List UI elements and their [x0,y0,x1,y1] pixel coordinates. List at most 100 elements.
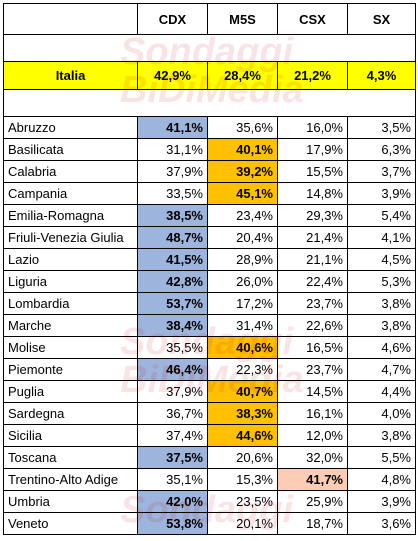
spacer-row [3,34,416,62]
table-row: Sardegna 36,7% 38,3% 16,1% 4,0% [3,402,416,425]
value-cdx: 42,0% [137,490,208,513]
region-name: Umbria [3,490,138,513]
national-row: Italia 42,9% 28,4% 21,2% 4,3% [3,61,416,90]
value-cdx: 33,5% [137,182,208,205]
value-csx: 16,5% [277,336,348,359]
value-csx: 18,7% [277,512,348,535]
value-cdx: 31,1% [137,138,208,161]
value-cdx: 41,5% [137,248,208,271]
value-m5s: 15,3% [207,468,278,491]
region-name: Abruzzo [3,116,138,139]
region-name: Calabria [3,160,138,183]
value-sx: 4,6% [347,336,416,359]
value-m5s: 20,4% [207,226,278,249]
header-sx: SX [347,3,416,35]
value-sx: 4,8% [347,468,416,491]
value-m5s: 35,6% [207,116,278,139]
value-m5s: 31,4% [207,314,278,337]
value-cdx: 38,5% [137,204,208,227]
region-name: Emilia-Romagna [3,204,138,227]
region-name: Trentino-Alto Adige [3,468,138,491]
value-sx: 5,4% [347,204,416,227]
value-csx: 22,4% [277,270,348,293]
region-name: Piemonte [3,358,138,381]
value-csx: 15,5% [277,160,348,183]
table-row: Calabria 37,9% 39,2% 15,5% 3,7% [3,160,416,183]
value-sx: 4,0% [347,402,416,425]
value-csx: 21,1% [277,248,348,271]
value-m5s: 45,1% [207,182,278,205]
value-csx: 41,7% [277,468,348,491]
header-row: CDX M5S CSX SX [3,3,416,35]
value-m5s: 39,2% [207,160,278,183]
value-csx: 16,1% [277,402,348,425]
results-table-figure: CDX M5S CSX SX Italia 42,9% 28,4% 21,2% … [0,3,418,541]
value-m5s: 17,2% [207,292,278,315]
value-csx: 23,7% [277,358,348,381]
region-name: Sicilia [3,424,138,447]
table-row: Molise 35,5% 40,6% 16,5% 4,6% [3,336,416,359]
national-cdx: 42,9% [137,61,208,90]
value-csx: 32,0% [277,446,348,469]
value-csx: 23,7% [277,292,348,315]
table-row: Trentino-Alto Adige 35,1% 15,3% 41,7% 4,8% [3,468,416,491]
value-csx: 22,6% [277,314,348,337]
value-csx: 16,0% [277,116,348,139]
value-csx: 14,5% [277,380,348,403]
table-row: Emilia-Romagna 38,5% 23,4% 29,3% 5,4% [3,204,416,227]
table-row: Puglia 37,9% 40,7% 14,5% 4,4% [3,380,416,403]
table-row: Sicilia 37,4% 44,6% 12,0% 3,8% [3,424,416,447]
national-name: Italia [3,61,138,90]
value-m5s: 38,3% [207,402,278,425]
value-sx: 4,7% [347,358,416,381]
value-sx: 4,5% [347,248,416,271]
value-sx: 4,4% [347,380,416,403]
value-csx: 25,9% [277,490,348,513]
value-cdx: 37,9% [137,380,208,403]
region-name: Molise [3,336,138,359]
region-name: Sardegna [3,402,138,425]
value-cdx: 46,4% [137,358,208,381]
value-cdx: 41,1% [137,116,208,139]
table-row: Marche 38,4% 31,4% 22,6% 3,8% [3,314,416,337]
header-csx: CSX [277,3,348,35]
table-row: Basilicata 31,1% 40,1% 17,9% 6,3% [3,138,416,161]
value-m5s: 26,0% [207,270,278,293]
value-m5s: 40,6% [207,336,278,359]
value-cdx: 36,7% [137,402,208,425]
value-cdx: 37,9% [137,160,208,183]
value-sx: 3,8% [347,314,416,337]
region-name: Marche [3,314,138,337]
value-m5s: 20,6% [207,446,278,469]
region-name: Veneto [3,512,138,535]
region-name: Basilicata [3,138,138,161]
region-name: Lombardia [3,292,138,315]
table-row: Abruzzo 41,1% 35,6% 16,0% 3,5% [3,116,416,139]
header-blank [3,3,138,35]
value-csx: 29,3% [277,204,348,227]
value-cdx: 37,4% [137,424,208,447]
table-row: Liguria 42,8% 26,0% 22,4% 5,3% [3,270,416,293]
table-row: Piemonte 46,4% 22,3% 23,7% 4,7% [3,358,416,381]
value-m5s: 23,5% [207,490,278,513]
value-sx: 3,6% [347,512,416,535]
value-cdx: 53,8% [137,512,208,535]
table-row: Lazio 41,5% 28,9% 21,1% 4,5% [3,248,416,271]
value-cdx: 38,4% [137,314,208,337]
value-cdx: 35,5% [137,336,208,359]
value-sx: 5,3% [347,270,416,293]
value-sx: 4,1% [347,226,416,249]
value-sx: 3,5% [347,116,416,139]
national-csx: 21,2% [277,61,348,90]
header-m5s: M5S [207,3,278,35]
table-row: Veneto 53,8% 20,1% 18,7% 3,6% [3,512,416,535]
value-sx: 3,8% [347,292,416,315]
table-row: Lombardia 53,7% 17,2% 23,7% 3,8% [3,292,416,315]
table-row: Friuli-Venezia Giulia 48,7% 20,4% 21,4% 4,1% [3,226,416,249]
value-m5s: 22,3% [207,358,278,381]
value-m5s: 28,9% [207,248,278,271]
results-table: CDX M5S CSX SX Italia 42,9% 28,4% 21,2% … [3,3,416,535]
value-m5s: 20,1% [207,512,278,535]
value-csx: 21,4% [277,226,348,249]
value-sx: 6,3% [347,138,416,161]
